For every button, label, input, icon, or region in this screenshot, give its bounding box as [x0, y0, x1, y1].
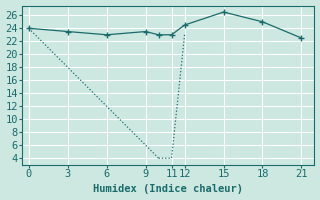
X-axis label: Humidex (Indice chaleur): Humidex (Indice chaleur) — [93, 184, 243, 194]
